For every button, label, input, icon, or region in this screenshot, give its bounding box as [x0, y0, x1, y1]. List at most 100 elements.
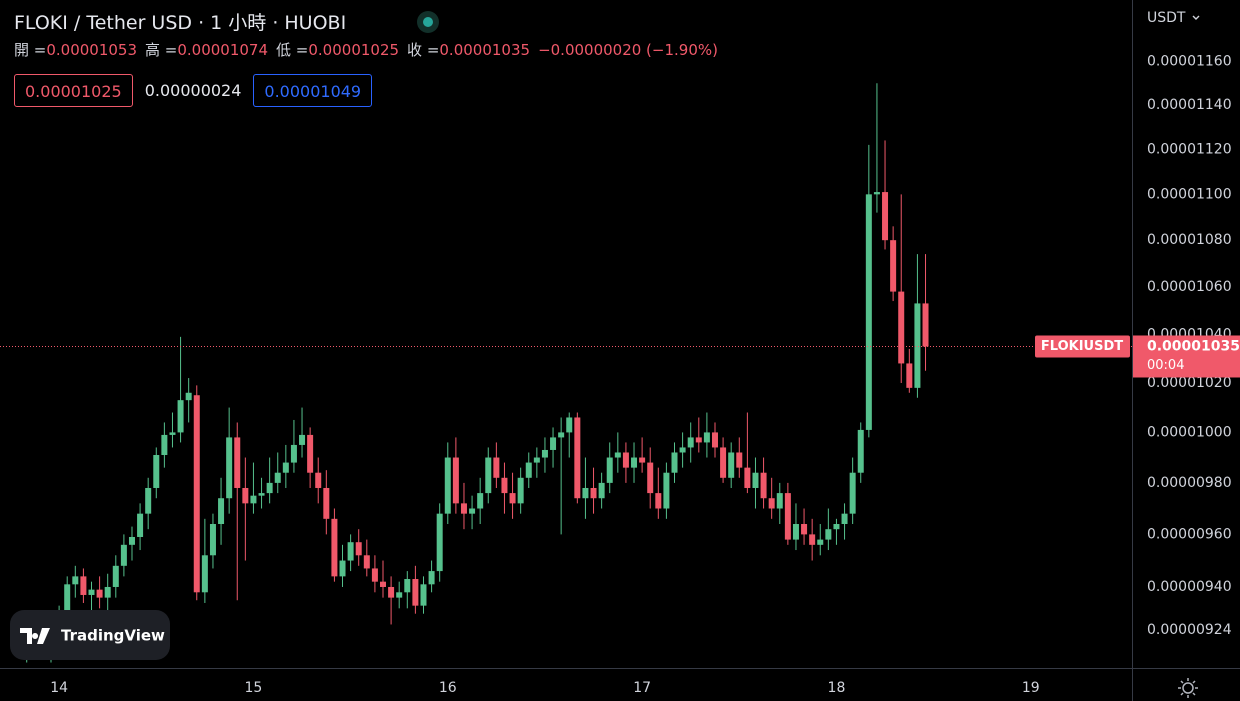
- candle-body: [201, 555, 208, 593]
- y-tick-label: 0.00001080: [1147, 232, 1232, 248]
- candle-body: [112, 565, 119, 587]
- candle-body: [493, 457, 500, 478]
- candle-body: [865, 194, 872, 430]
- y-tick-label: 0.00001140: [1147, 97, 1232, 113]
- candle-body: [153, 455, 160, 488]
- candle-body: [533, 457, 540, 463]
- candle-body: [509, 493, 516, 504]
- settings-icon[interactable]: [1178, 678, 1198, 698]
- candle-body: [784, 493, 791, 540]
- candle-body: [671, 452, 678, 473]
- ohlc-value: 0.00001074: [177, 41, 269, 59]
- y-tick-label: 0.00001100: [1147, 186, 1232, 202]
- chevron[interactable]: [1192, 15, 1200, 20]
- countdown: 00:04: [1147, 358, 1184, 373]
- candle-body: [218, 498, 225, 525]
- candle-body: [266, 482, 273, 494]
- candle-body: [185, 392, 192, 401]
- candle-body: [501, 477, 508, 494]
- candle-body: [550, 437, 557, 450]
- candle-body: [444, 457, 451, 514]
- candle-body: [752, 472, 759, 488]
- candle-body: [404, 579, 411, 593]
- candle-body: [193, 395, 200, 593]
- candle-body: [299, 434, 306, 445]
- y-tick-label: 0.00001160: [1147, 54, 1232, 70]
- gear[interactable]: [1182, 682, 1194, 694]
- candle-body: [792, 524, 799, 540]
- candle-body: [128, 536, 135, 545]
- candle-body: [922, 303, 929, 347]
- logo-icon: [20, 628, 50, 644]
- candle-body: [331, 518, 338, 577]
- gear-rays[interactable]: [1178, 678, 1198, 698]
- ohlc-label: 高 =: [145, 41, 178, 59]
- candle-body: [436, 513, 443, 572]
- y-tick-label: 0.00000960: [1147, 526, 1232, 542]
- y-tick-label: 0.00001020: [1147, 375, 1232, 391]
- sell-button[interactable]: 0.00001025: [14, 74, 133, 107]
- candle-body: [485, 457, 492, 494]
- candle-body: [622, 452, 629, 468]
- candle-body: [428, 571, 435, 585]
- logo-box: [10, 610, 170, 660]
- candle-body: [412, 579, 419, 606]
- candle-body: [209, 524, 216, 556]
- candle-body: [703, 432, 710, 443]
- spread: 0.00000024: [144, 81, 242, 100]
- ohlc-label: 收 =: [407, 41, 440, 59]
- candle-body: [169, 432, 176, 435]
- logo-text: TradingView: [61, 627, 165, 645]
- y-tick-label: 0.00001060: [1147, 279, 1232, 295]
- title: FLOKI / Tether USD · 1 小時 · HUOBI: [14, 12, 347, 34]
- ohlc-value: 0.00001025: [308, 41, 400, 59]
- candle-body: [290, 444, 297, 463]
- candle-body: [347, 542, 354, 561]
- candle-body: [574, 417, 581, 499]
- buy-button[interactable]: 0.00001049: [253, 74, 373, 107]
- candle-body: [339, 560, 346, 577]
- candle-body: [590, 487, 597, 499]
- candle-body: [104, 586, 111, 598]
- symbol-tag-text: FLOKIUSDT: [1041, 339, 1123, 354]
- overlay: 0.00001160 0.00001140 0.00001120 0.00001100…: [50, 54, 1240, 696]
- candle-body: [307, 434, 314, 473]
- candle-body: [711, 432, 718, 448]
- ohlc-value: 0.00001053: [46, 41, 138, 59]
- candle-body: [720, 447, 727, 478]
- candle-body: [315, 472, 322, 488]
- buttons: 0.00001025 0.00000024 0.00001049: [14, 74, 726, 107]
- candle-body: [558, 432, 565, 438]
- candle-body: [857, 429, 864, 473]
- header: FLOKI / Tether USD · 1 小時 · HUOBI 開 =0.0…: [14, 8, 726, 107]
- candle-body: [258, 493, 265, 496]
- candle-body: [517, 477, 524, 504]
- ohlc-value: 0.00001035: [439, 41, 531, 59]
- candle-body: [882, 192, 889, 241]
- y-tick-label: 0.00001120: [1147, 141, 1232, 157]
- x-tick-label: 18: [828, 680, 846, 696]
- candle-body: [582, 487, 589, 499]
- candle-body: [420, 584, 427, 606]
- candle-body: [145, 487, 152, 514]
- candle-body: [477, 493, 484, 509]
- ohlc-legend: 開 =0.00001053 高 =0.00001074 低 =0.00001025 收…: [14, 40, 726, 60]
- candle-body: [250, 495, 257, 504]
- candle-body: [825, 529, 832, 540]
- candle-body: [760, 472, 767, 499]
- candle-body: [744, 467, 751, 488]
- candle-body: [120, 544, 127, 566]
- candle-body: [72, 576, 79, 585]
- candle-body: [841, 513, 848, 525]
- candle-body: [639, 457, 646, 463]
- candle-body: [380, 581, 387, 587]
- y-tick-label: 0.00001000: [1147, 424, 1232, 440]
- candle-body: [655, 493, 662, 509]
- currency[interactable]: USDT: [1147, 10, 1186, 26]
- symbol-tag: [1035, 335, 1130, 358]
- candle-body: [606, 457, 613, 483]
- candle-body: [776, 493, 783, 509]
- candle-body: [64, 584, 71, 614]
- change: −0.00000020 (−1.90%): [538, 41, 718, 59]
